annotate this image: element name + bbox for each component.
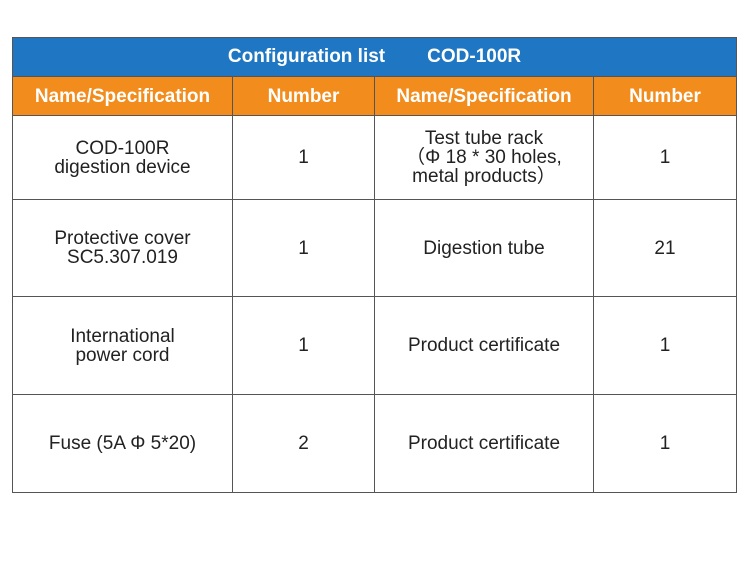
table-row: Protective cover SC5.307.019 1 Digestion… <box>13 200 736 297</box>
table-title-bar: Configuration list COD-100R <box>13 38 736 77</box>
item-number: 1 <box>659 147 671 168</box>
header-number-1: Number <box>233 77 375 115</box>
item-number: 1 <box>659 433 671 454</box>
header-name-spec-1: Name/Specification <box>13 77 233 115</box>
item-name: Digestion tube <box>375 200 594 296</box>
item-name: Protective cover SC5.307.019 <box>13 200 233 296</box>
item-name: Product certificate <box>375 297 594 394</box>
item-number: 1 <box>233 297 375 394</box>
model-name: COD-100R <box>427 46 522 67</box>
item-number: 21 <box>654 237 676 259</box>
item-number: 2 <box>233 395 375 492</box>
configuration-table: Configuration list COD-100R Name/Specifi… <box>12 37 737 493</box>
item-number: 1 <box>233 200 375 296</box>
item-number: 1 <box>659 335 671 356</box>
header-row: Name/Specification Number Name/Specifica… <box>13 77 736 116</box>
table-row: Fuse (5A Φ 5*20) 2 Product certificate 1 <box>13 395 736 492</box>
table-title: Configuration list <box>227 46 386 67</box>
header-number-2: Number <box>629 85 701 107</box>
item-name: International power cord <box>13 297 233 394</box>
table-row: International power cord 1 Product certi… <box>13 297 736 395</box>
table-row: COD-100R digestion device 1 Test tube ra… <box>13 116 736 200</box>
item-name: Product certificate <box>375 395 594 492</box>
header-name-spec-2: Name/Specification <box>375 77 594 115</box>
item-name: COD-100R digestion device <box>13 116 233 199</box>
item-number: 1 <box>233 116 375 199</box>
item-name: Fuse (5A Φ 5*20) <box>13 395 233 492</box>
item-name: Test tube rack （Φ 18 * 30 holes, metal p… <box>375 116 594 199</box>
